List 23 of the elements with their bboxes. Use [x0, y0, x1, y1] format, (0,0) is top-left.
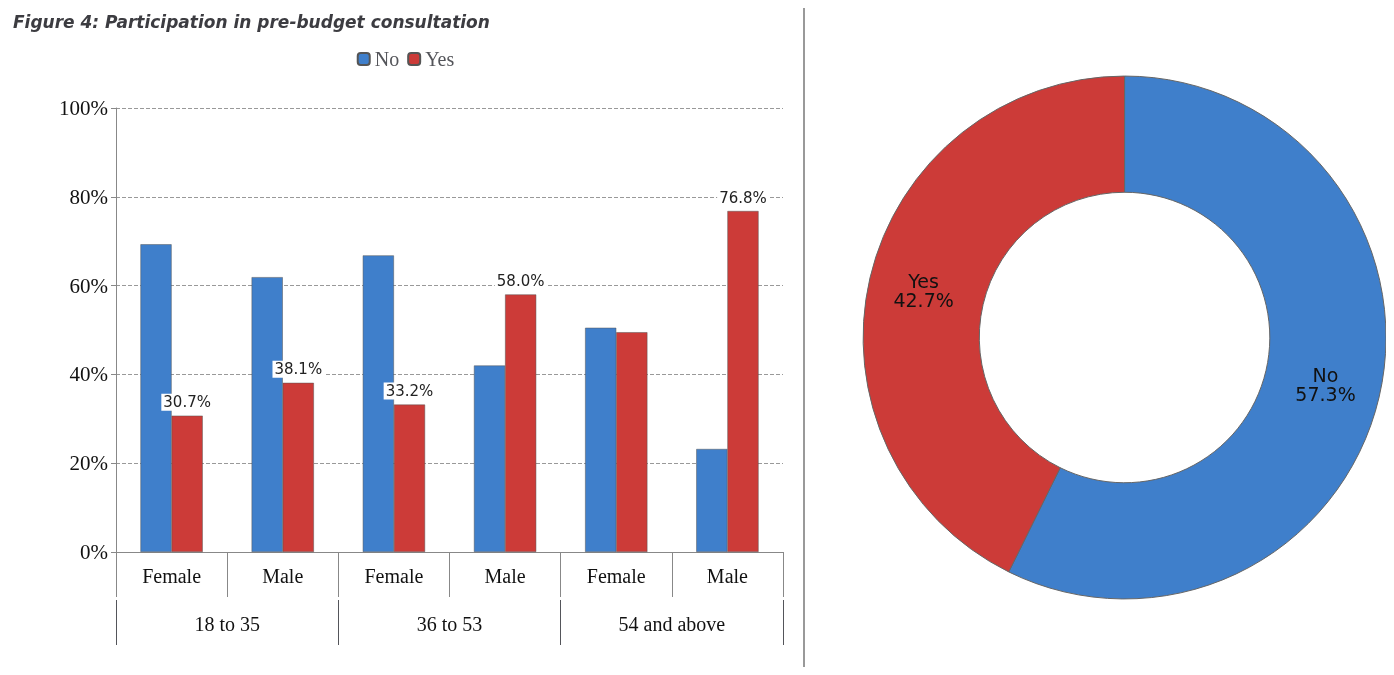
text: 54 and above [618, 613, 726, 635]
data-label: 38.1% [274, 360, 323, 379]
y-tick-label: 60% [69, 273, 108, 298]
text: 18 to 35 [194, 613, 260, 635]
x-tick-label: Male [706, 565, 749, 587]
data-label: 58.0% [496, 271, 545, 290]
legend-label: Yes [425, 48, 455, 70]
y-tick-label: 0% [80, 540, 108, 564]
x-tick-label: Female [142, 565, 202, 587]
x-tick-label: Male [262, 565, 304, 587]
y-tick-label: 80% [69, 184, 108, 209]
data-label: 33.2% [385, 382, 434, 401]
x-tick-label: Female [586, 565, 646, 587]
text: 36 to 53 [416, 613, 483, 635]
x-tick-label: Male [484, 565, 526, 587]
x-tick-label: Female [364, 565, 424, 587]
data-label: 30.7% [163, 393, 211, 412]
y-tick-label: 40% [69, 362, 108, 387]
data-label: 76.8% [719, 188, 767, 207]
chart-title: Figure 4: Participation in pre-budget consultation [13, 11, 490, 32]
y-tick-label: 100% [59, 96, 108, 120]
legend-label: No [374, 48, 400, 70]
y-tick-label: 20% [69, 451, 108, 476]
